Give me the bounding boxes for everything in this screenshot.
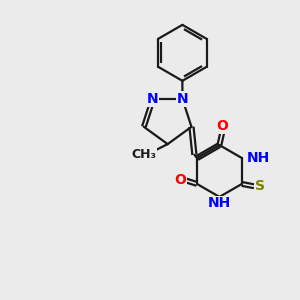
Text: N: N [147, 92, 159, 106]
Text: N: N [177, 92, 188, 106]
Text: O: O [174, 173, 186, 188]
Text: NH: NH [246, 151, 269, 165]
Text: CH₃: CH₃ [131, 148, 156, 161]
Text: NH: NH [208, 196, 231, 210]
Text: S: S [255, 179, 265, 193]
Text: O: O [216, 119, 228, 133]
